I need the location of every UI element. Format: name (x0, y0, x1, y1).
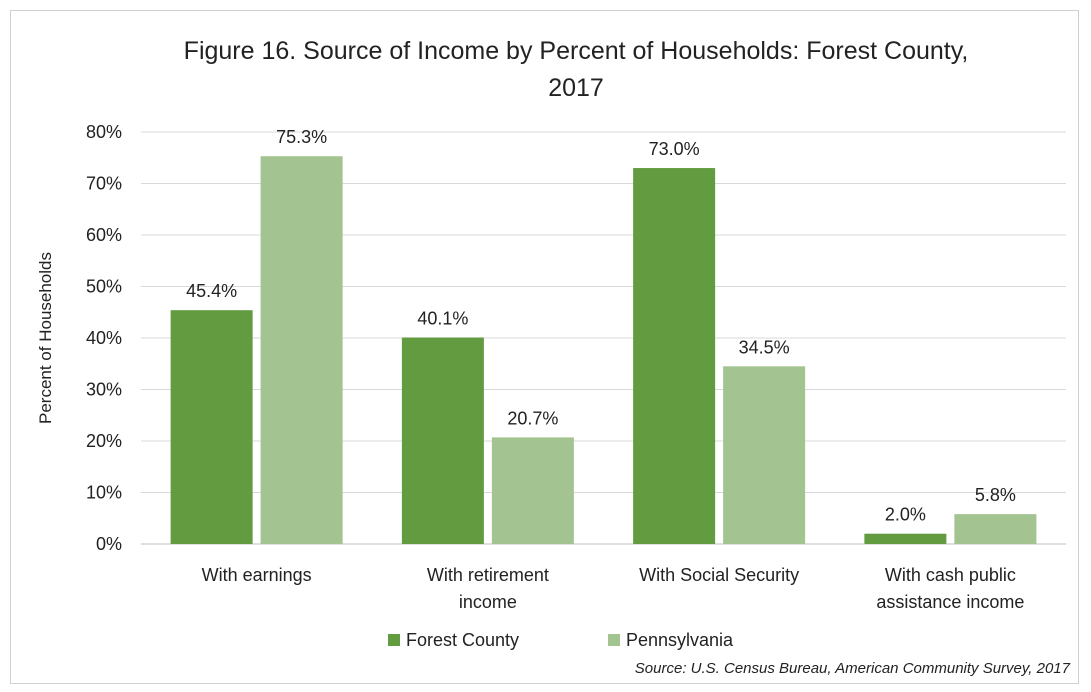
bar-forest-county (170, 310, 253, 544)
bar-forest-county (633, 168, 716, 545)
bar-pennsylvania (723, 366, 806, 544)
y-tick-label: 40% (86, 328, 122, 348)
bar-value-label: 45.4% (186, 281, 237, 301)
bar-forest-county (401, 337, 484, 544)
bar-value-label: 20.7% (507, 408, 558, 428)
y-tick-label: 10% (86, 483, 122, 503)
x-category-label: assistance income (876, 592, 1024, 612)
legend-swatch (388, 634, 400, 646)
source-text: Source: U.S. Census Bureau, American Com… (635, 660, 1071, 677)
chart-frame: Figure 16. Source of Income by Percent o… (10, 10, 1079, 684)
x-category-label: income (459, 592, 517, 612)
chart-title-line: Figure 16. Source of Income by Percent o… (184, 37, 969, 65)
legend: Forest County Pennsylvania (388, 630, 734, 650)
bar-chart: Figure 16. Source of Income by Percent o… (36, 37, 1071, 677)
x-axis-categories: With earnings With retirement income With S… (202, 565, 1025, 612)
y-tick-label: 70% (86, 174, 122, 194)
bar-value-label: 5.8% (975, 485, 1016, 505)
bar-value-label: 34.5% (739, 337, 790, 357)
bar-value-label: 40.1% (417, 308, 468, 328)
bar-value-label: 73.0% (649, 139, 700, 159)
bar-value-label: 2.0% (885, 505, 926, 525)
legend-label: Pennsylvania (626, 630, 734, 650)
y-axis-title: Percent of Households (36, 252, 55, 424)
bar-value-label: 75.3% (276, 127, 327, 147)
bar-pennsylvania (260, 156, 343, 544)
chart-title: Figure 16. Source of Income by Percent o… (184, 37, 969, 102)
x-category-label: With cash public (885, 565, 1016, 585)
chart-title-line: 2017 (548, 74, 604, 102)
bar-forest-county (864, 533, 947, 544)
y-tick-label: 60% (86, 225, 122, 245)
y-tick-label: 20% (86, 431, 122, 451)
bar-pennsylvania (491, 437, 574, 544)
y-tick-label: 80% (86, 122, 122, 142)
x-category-label: With earnings (202, 565, 312, 585)
bar-pennsylvania (954, 514, 1037, 544)
y-axis-ticks: 0% 10% 20% 30% 40% 50% 60% 70% 80% (86, 122, 122, 554)
legend-label: Forest County (406, 630, 519, 650)
y-tick-label: 50% (86, 277, 122, 297)
source-note: Source: U.S. Census Bureau, American Com… (635, 660, 1071, 677)
x-category-label: With Social Security (639, 565, 799, 585)
data-labels: 45.4% 75.3% 40.1% 20.7% 73.0% 34.5% 2.0% 5.8% (186, 127, 1016, 524)
y-tick-label: 30% (86, 380, 122, 400)
bars (170, 156, 1037, 545)
legend-swatch (608, 634, 620, 646)
y-tick-label: 0% (96, 534, 122, 554)
y-axis-label: Percent of Households (36, 252, 55, 424)
x-category-label: With retirement (427, 565, 549, 585)
